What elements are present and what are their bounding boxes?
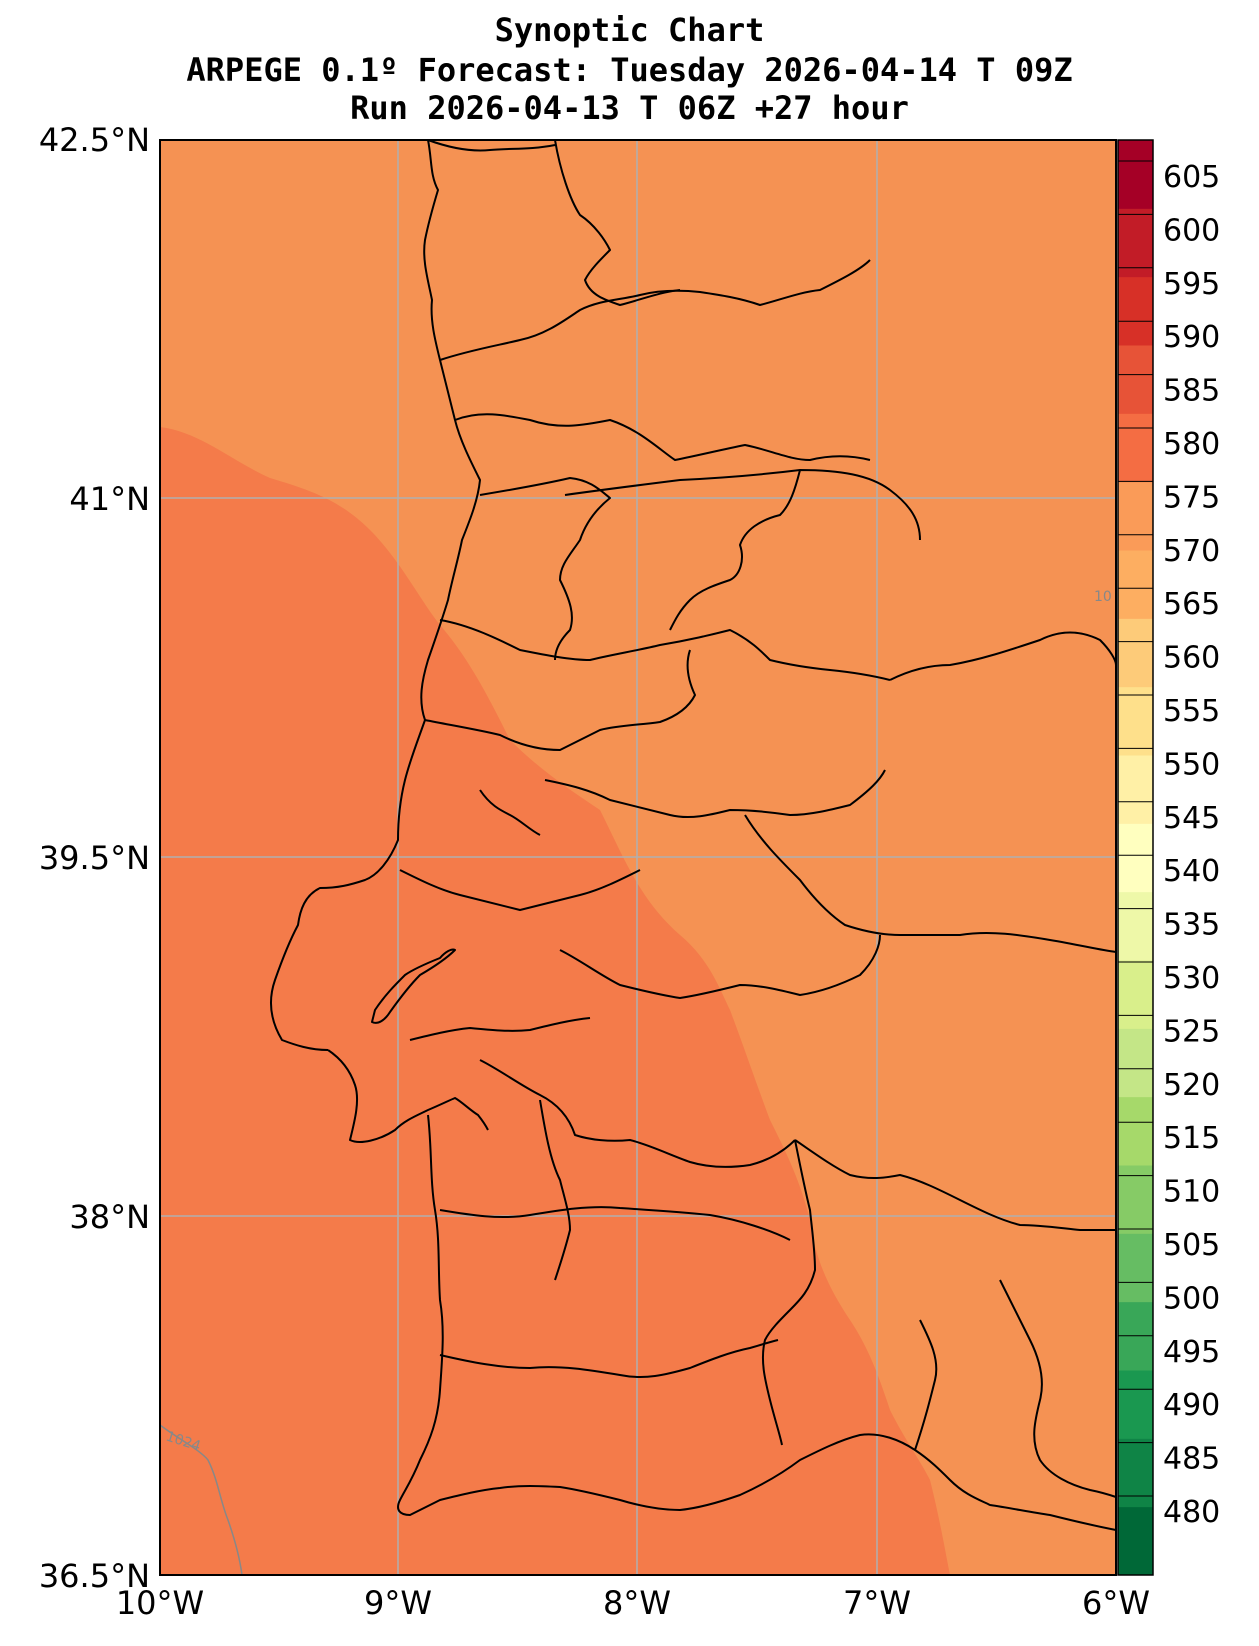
graticule [160, 140, 1116, 1575]
colorbar-segment [1118, 413, 1153, 483]
border-district-15 [539, 1099, 571, 1281]
colorbar-label: 605 [1163, 160, 1220, 195]
lon-label-9w: 9°W [364, 1584, 432, 1622]
colorbar-segment [1118, 1233, 1153, 1303]
colorbar-label: 540 [1163, 854, 1220, 889]
colorbar-segment [1118, 891, 1153, 961]
border-district-4 [564, 469, 921, 541]
colorbar-label: 560 [1163, 641, 1220, 676]
colorbar-label: 585 [1163, 374, 1220, 409]
colorbar-label: 515 [1163, 1121, 1220, 1156]
colorbar-segment [1118, 345, 1153, 414]
border-spain-3 [794, 1139, 1116, 1231]
border-spain-1 [889, 631, 1117, 681]
border-district-3 [479, 477, 611, 661]
colorbar-segment [1118, 550, 1153, 619]
colorbar-label: 575 [1163, 480, 1220, 515]
colorbar-label: 505 [1163, 1228, 1220, 1263]
lat-label-36-5: 36.5°N [39, 1557, 150, 1595]
colorbar-label: 580 [1163, 427, 1220, 462]
colorbar-segment [1118, 618, 1153, 688]
colorbar-segment [1118, 960, 1153, 1029]
lon-label-7w: 7°W [843, 1584, 911, 1622]
border-district-7 [424, 649, 696, 751]
colorbar-label: 595 [1163, 267, 1220, 302]
colorbar-segment [1118, 755, 1153, 824]
border-portugal-spain-south [761, 1139, 816, 1446]
colorbar-label: 590 [1163, 320, 1220, 355]
colorbar-label: 525 [1163, 1014, 1220, 1049]
lat-label-41: 41°N [69, 480, 150, 518]
colorbar-label: 535 [1163, 908, 1220, 943]
colorbar-label: 550 [1163, 747, 1220, 782]
border-district-5 [669, 469, 801, 631]
border-district-13 [479, 1059, 796, 1168]
lat-label-38: 38°N [69, 1198, 150, 1236]
colorbar-segment [1118, 1165, 1153, 1234]
colorbar-segment [1118, 823, 1153, 893]
colorbar-segment [1118, 208, 1153, 278]
border-district-14 [439, 1206, 791, 1241]
chart-run-line: Run 2026-04-13 T 06Z +27 hour [350, 89, 909, 127]
colorbar-segment [1118, 140, 1153, 209]
colorbar-segment [1118, 1438, 1153, 1508]
colorbar-label: 480 [1163, 1495, 1220, 1530]
coastline-south [397, 1114, 1117, 1531]
colorbar-segment [1118, 276, 1153, 346]
colorbar-label: 485 [1163, 1442, 1220, 1477]
colorbar-label: 520 [1163, 1068, 1220, 1103]
field-dark-region [160, 427, 950, 1575]
lon-label-8w: 8°W [603, 1584, 671, 1622]
colorbar-segment [1118, 481, 1153, 551]
isobar-1024 [159, 1424, 243, 1576]
border-district-11 [559, 934, 881, 999]
colorbar-label: 495 [1163, 1335, 1220, 1370]
border-district-8 [544, 769, 886, 819]
border-north [427, 139, 681, 306]
colorbar: 480 485 490 495 500 505 510 515 520 525 530 535 540 5… [1117, 139, 1220, 1576]
colorbar-segment [1118, 1028, 1153, 1098]
colorbar-segment [1118, 1096, 1153, 1166]
colorbar-label: 530 [1163, 961, 1220, 996]
border-district-12 [409, 1017, 591, 1041]
lat-label-42-5: 42.5°N [39, 121, 150, 159]
coastline-west [270, 139, 481, 1051]
colorbar-segment [1118, 1506, 1153, 1576]
colorbar-label: 555 [1163, 694, 1220, 729]
border-district-1 [439, 259, 871, 361]
spain-border-east [999, 1279, 1117, 1498]
lon-label-10w: 10°W [116, 1584, 204, 1622]
colorbar-label: 600 [1163, 213, 1220, 248]
chart-forecast-line: ARPEGE 0.1º Forecast: Tuesday 2026-04-14… [186, 51, 1073, 89]
colorbar-label: 565 [1163, 587, 1220, 622]
chart-title: Synoptic Chart [494, 11, 765, 49]
coastline-setubal [327, 1049, 489, 1143]
colorbar-segment [1118, 686, 1153, 756]
border-district-9 [479, 789, 541, 836]
border-spain-2 [744, 814, 1117, 953]
lat-label-39-5: 39.5°N [39, 839, 150, 877]
colorbar-label: 570 [1163, 534, 1220, 569]
map-frame [159, 139, 1117, 1576]
colorbar-label: 545 [1163, 801, 1220, 836]
colorbar-label: 510 [1163, 1175, 1220, 1210]
border-district-6 [439, 619, 891, 681]
spain-guadiana [914, 1319, 938, 1451]
border-district-algarve [439, 1339, 779, 1378]
colorbar-label: 500 [1163, 1281, 1220, 1316]
tejo-estuary [371, 948, 456, 1024]
border-district-2 [454, 413, 871, 461]
colorbar-label: 490 [1163, 1388, 1220, 1423]
lon-label-6w: 6°W [1082, 1584, 1150, 1622]
border-district-10 [399, 869, 641, 911]
boundaries [270, 139, 1117, 1531]
colorbar-frame [1117, 139, 1154, 1576]
colorbar-segment [1118, 1370, 1153, 1439]
isobar-label-10: 10 [1094, 589, 1112, 605]
